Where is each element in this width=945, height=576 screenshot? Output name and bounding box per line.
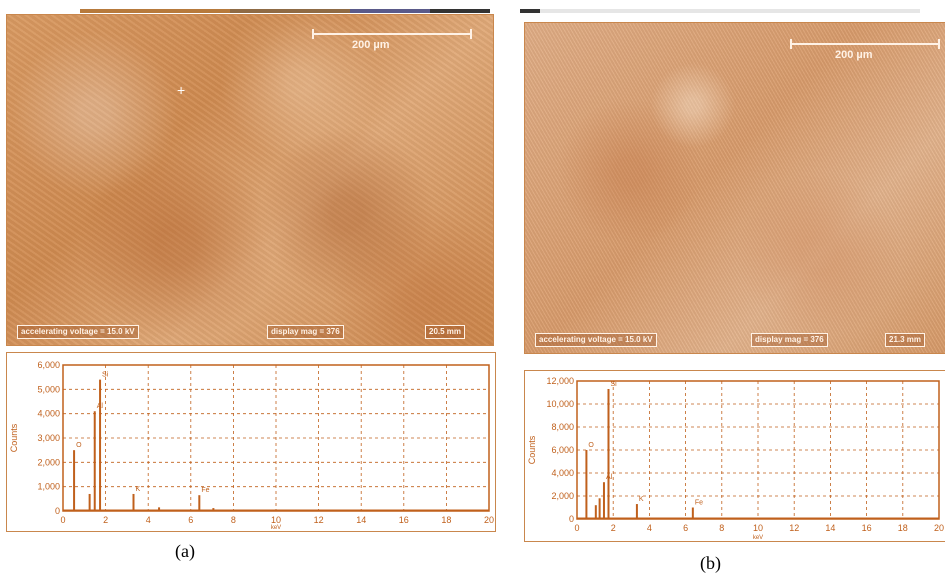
peak-label: K	[639, 496, 644, 503]
x-tick-label: 2	[611, 523, 616, 533]
y-tick-label: 2,000	[37, 457, 60, 467]
x-tick-label: 14	[825, 523, 835, 533]
peak-label: Si	[102, 372, 109, 379]
y-tick-label: 8,000	[551, 422, 574, 432]
display-mag-label: display mag = 376	[751, 333, 828, 347]
y-tick-label: 3,000	[37, 433, 60, 443]
x-tick-label: 12	[789, 523, 799, 533]
x-axis-label: keV	[753, 535, 763, 541]
panel-b: 200 µm accelerating voltage = 15.0 kV di…	[520, 0, 945, 576]
display-mag-label: display mag = 376	[267, 325, 344, 339]
panel-a: 200 µm + accelerating voltage = 15.0 kV …	[6, 0, 500, 561]
x-tick-label: 8	[231, 515, 236, 525]
y-tick-label: 0	[569, 514, 574, 524]
x-tick-label: 10	[753, 523, 763, 533]
y-axis-label: Counts	[9, 423, 19, 452]
x-tick-label: 0	[574, 523, 579, 533]
sem-micrograph-a: 200 µm + accelerating voltage = 15.0 kV …	[6, 14, 494, 346]
peak-label: O	[588, 442, 594, 449]
y-tick-label: 0	[55, 506, 60, 516]
x-tick-label: 20	[934, 523, 944, 533]
y-tick-label: 1,000	[37, 482, 60, 492]
y-tick-label: 5,000	[37, 384, 60, 394]
x-tick-label: 18	[441, 515, 451, 525]
y-tick-label: 6,000	[37, 360, 60, 370]
scale-bar-label: 200 µm	[835, 49, 873, 61]
x-tick-label: 0	[60, 515, 65, 525]
y-tick-label: 6,000	[551, 445, 574, 455]
x-tick-label: 10	[271, 515, 281, 525]
peak-label: Fe	[695, 500, 703, 507]
eds-chart-svg: 0 2 4 6 8 10 12 14 16 18 20 0 2,000 4,000 6,000 8,000 10…	[527, 376, 944, 541]
x-tick-label: 2	[103, 515, 108, 525]
peak-label: O	[76, 442, 82, 449]
sem-texture	[7, 15, 493, 345]
x-tick-label: 18	[898, 523, 908, 533]
peak-label: Fe	[201, 487, 209, 494]
x-tick-label: 8	[719, 523, 724, 533]
x-tick-label: 4	[647, 523, 652, 533]
peak-label: Si	[610, 381, 617, 388]
x-tick-label: 20	[484, 515, 494, 525]
eds-spectrum-b: 0 2 4 6 8 10 12 14 16 18 20 0 2,000 4,000 6,000 8,000 10…	[524, 370, 945, 542]
scale-bar-label: 200 µm	[352, 39, 390, 51]
crosshair-icon: +	[177, 82, 186, 98]
working-distance-label: 20.5 mm	[425, 325, 466, 339]
accel-voltage-label: accelerating voltage = 15.0 kV	[535, 333, 657, 347]
x-tick-label: 12	[314, 515, 324, 525]
sem-texture	[525, 23, 945, 353]
x-tick-label: 14	[356, 515, 366, 525]
working-distance-label: 21.3 mm	[885, 333, 926, 347]
caption-a: (a)	[175, 541, 195, 561]
x-axis-label: keV	[271, 525, 281, 531]
x-tick-label: 16	[862, 523, 872, 533]
sem-header-strip	[520, 0, 945, 13]
x-tick-label: 6	[683, 523, 688, 533]
eds-chart-svg: 0 2 4 6 8 10 12 14 16 18 20 0 1,000 2,000 3,000 4,000 5,…	[9, 360, 494, 531]
y-tick-label: 10,000	[546, 399, 574, 409]
accel-voltage-label: accelerating voltage = 15.0 kV	[17, 325, 139, 339]
sem-header-strip	[80, 0, 500, 13]
y-axis-label: Counts	[527, 435, 537, 464]
sem-micrograph-b: 200 µm accelerating voltage = 15.0 kV di…	[524, 22, 945, 354]
y-tick-label: 2,000	[551, 491, 574, 501]
caption-b: (b)	[700, 553, 721, 573]
peak-label: K	[136, 486, 141, 493]
x-tick-label: 4	[146, 515, 151, 525]
x-tick-label: 16	[399, 515, 409, 525]
y-tick-label: 4,000	[37, 409, 60, 419]
x-tick-label: 6	[188, 515, 193, 525]
y-tick-label: 4,000	[551, 468, 574, 478]
eds-spectrum-a: 0 2 4 6 8 10 12 14 16 18 20 0 1,000 2,000 3,000 4,000 5,…	[6, 352, 496, 532]
y-tick-label: 12,000	[546, 376, 574, 386]
